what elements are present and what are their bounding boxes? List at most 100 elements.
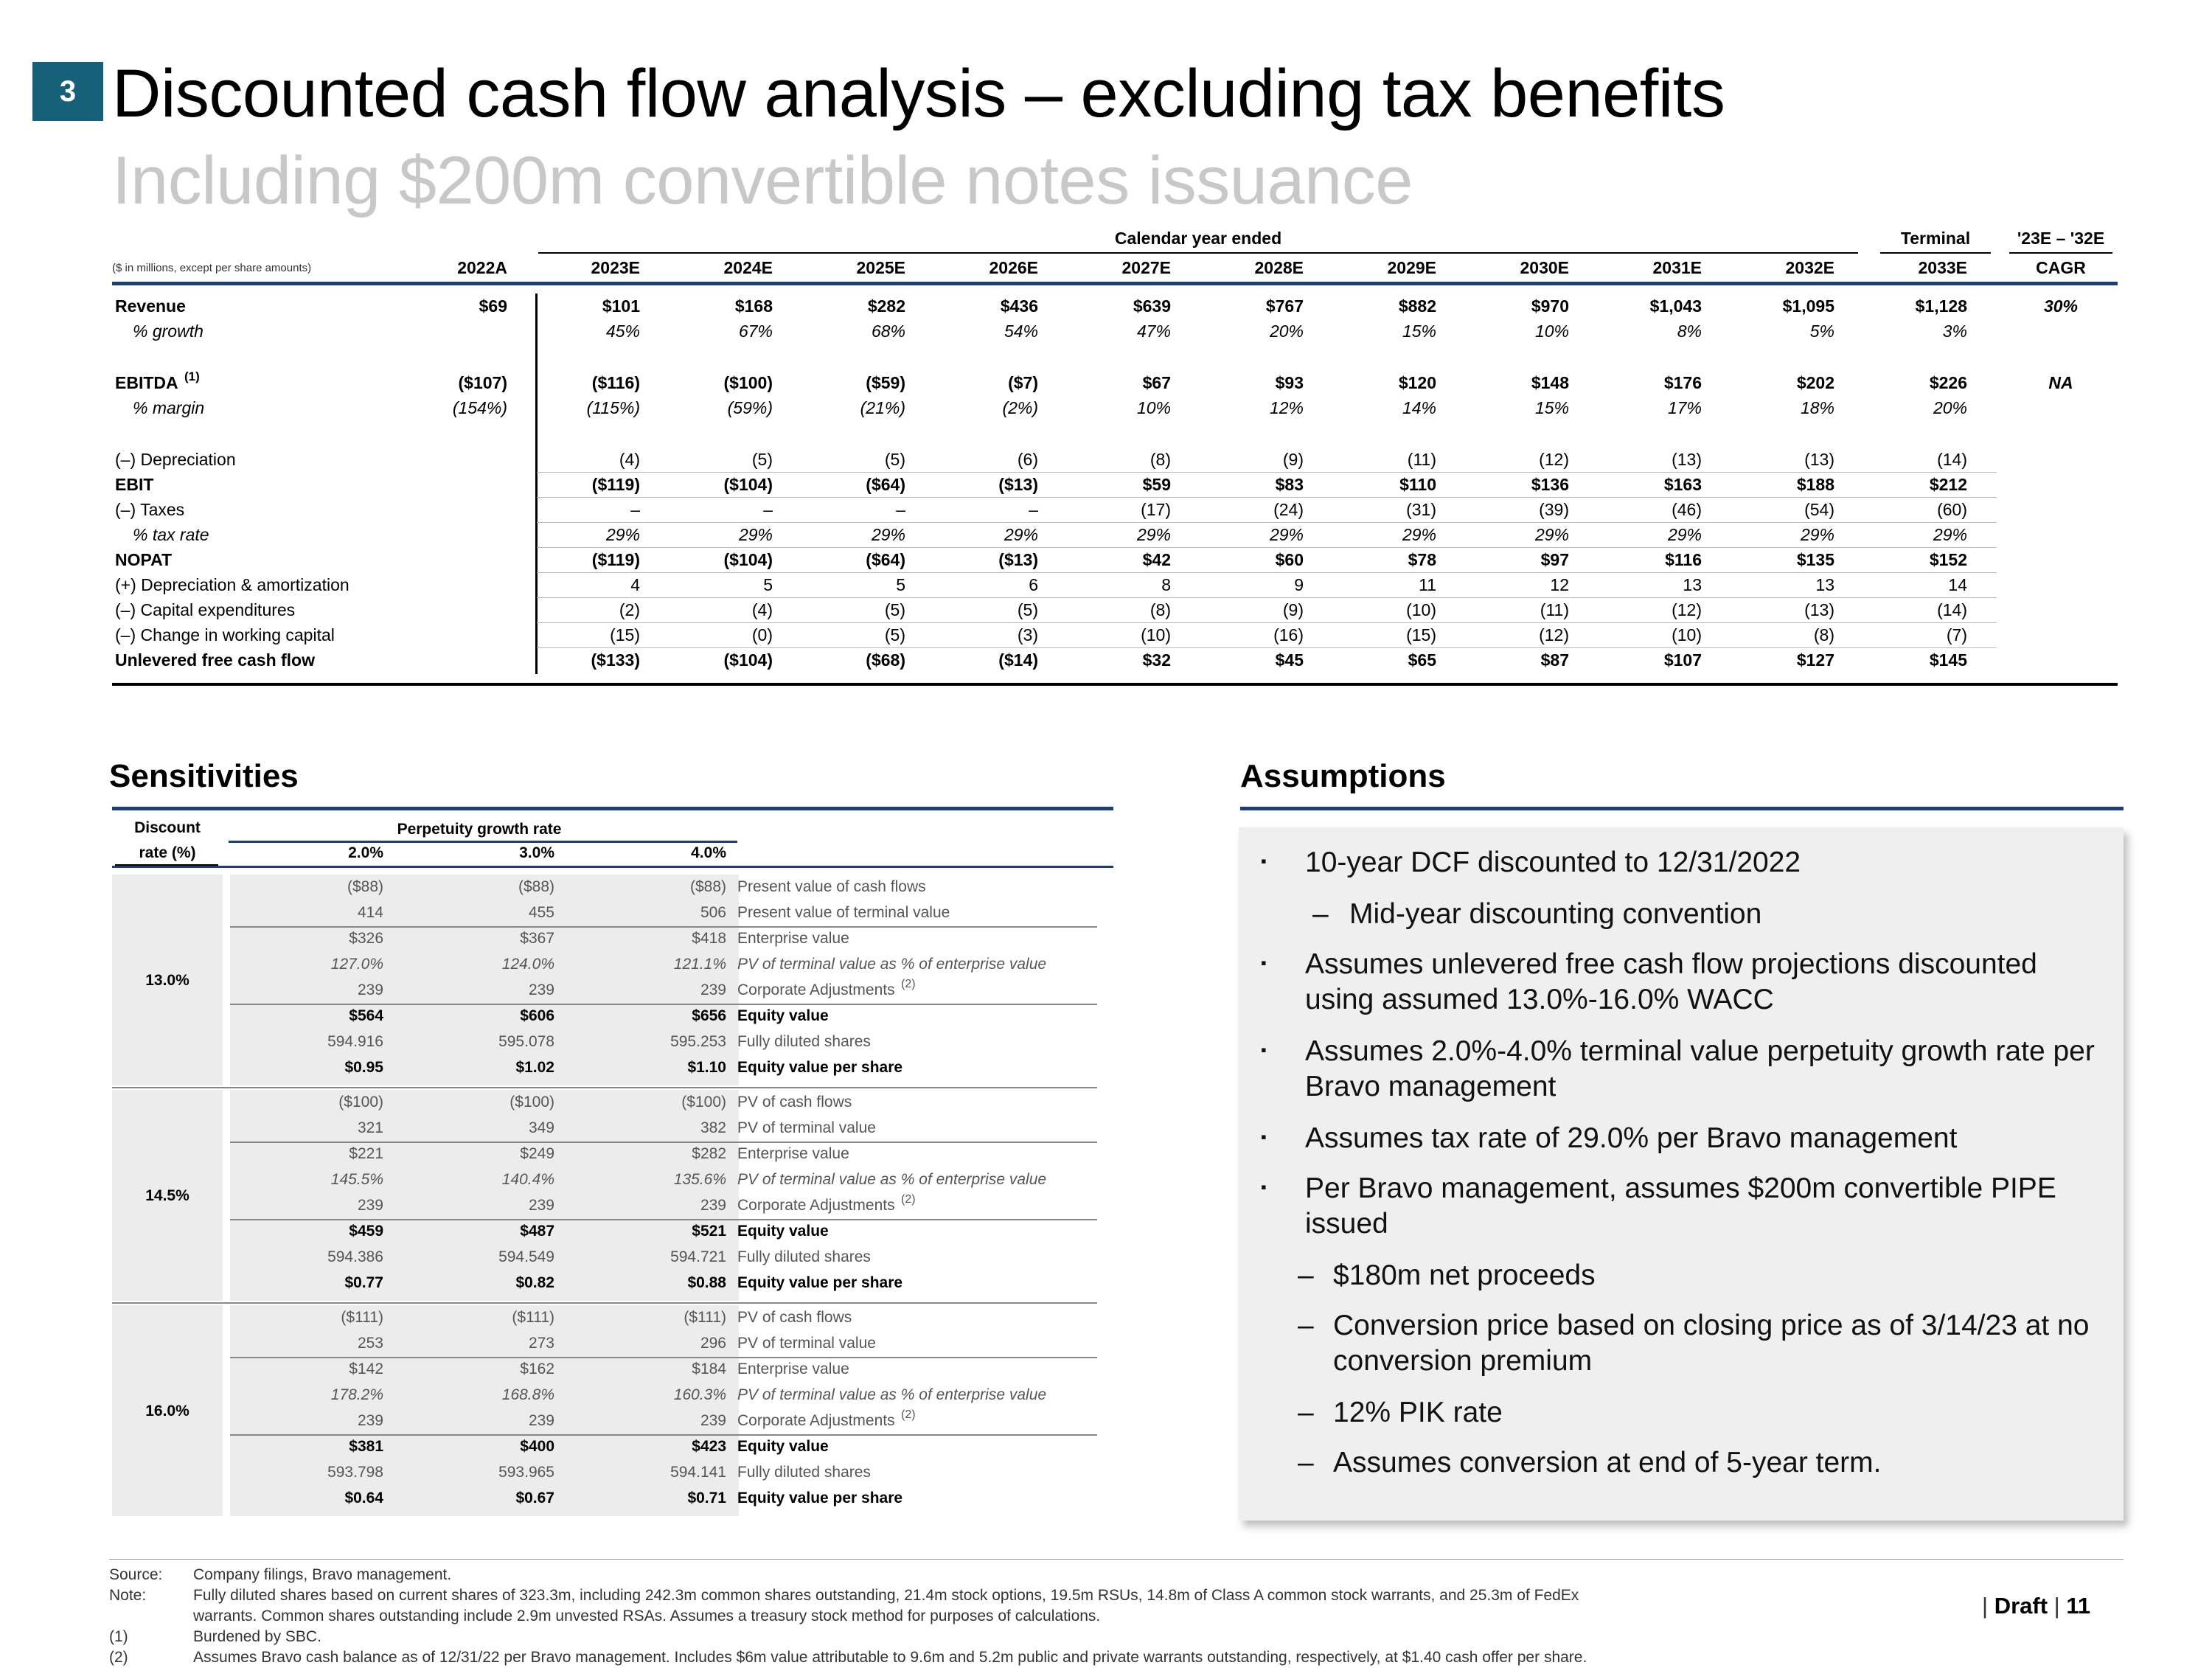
row-value: 29%	[1534, 525, 1569, 544]
row-value: 13	[1815, 575, 1834, 594]
row-value: ($133)	[591, 650, 640, 670]
row-value: (54)	[1804, 500, 1834, 519]
row-value: ($104)	[723, 550, 773, 569]
row-value: 17%	[1667, 398, 1702, 417]
sensitivity-value: $282	[692, 1145, 726, 1162]
assumptions-heading: Assumptions	[1240, 758, 1446, 794]
sensitivity-value: $0.88	[687, 1274, 726, 1291]
row-value: $145	[1929, 650, 1967, 670]
row-value: 10%	[1136, 398, 1171, 417]
sensitivity-value: $0.67	[515, 1490, 554, 1507]
sensitivity-value: $0.82	[515, 1274, 554, 1291]
sensitivity-row-label: Corporate Adjustments	[737, 1412, 895, 1429]
sensitivity-row-label: PV of cash flows	[737, 1309, 852, 1326]
sensitivity-value: 239	[357, 1412, 383, 1429]
assumption-item-7: – $180m net proceeds	[1298, 1258, 2109, 1293]
row-value: (7)	[1946, 625, 1967, 644]
row-value: (16)	[1273, 625, 1304, 644]
year-header-2031E: 2031E	[1652, 258, 1702, 277]
row-value: (15)	[610, 625, 640, 644]
row-value: $65	[1408, 650, 1436, 670]
sensitivity-value: 160.3%	[673, 1386, 726, 1403]
assumption-text: $180m net proceeds	[1333, 1259, 1596, 1291]
sensitivity-value: ($88)	[518, 878, 554, 895]
row-separator	[537, 547, 1997, 548]
table-bottom-rule	[112, 683, 2118, 686]
row-value: 6	[1029, 575, 1038, 594]
discount-rate-cell	[112, 875, 223, 1085]
sensitivity-row-label: Equity value	[737, 1438, 829, 1455]
sensitivity-value: 135.6%	[673, 1171, 726, 1188]
footnote-text: Company filings, Bravo management.	[193, 1566, 452, 1583]
row-value: $639	[1133, 296, 1171, 316]
row-value: (6)	[1017, 450, 1038, 469]
calendar-year-label: Calendar year ended	[1114, 229, 1282, 248]
page-number: 11	[2066, 1593, 2091, 1619]
header-rule	[112, 282, 2118, 285]
sensitivity-value: 239	[357, 981, 383, 998]
row-value: (11)	[1407, 450, 1436, 469]
bullet-marker: ▪	[1261, 1040, 1267, 1059]
footnote-text: warrants. Common shares outstanding incl…	[193, 1608, 1101, 1624]
row-value: $59	[1142, 475, 1171, 494]
row-value: $163	[1663, 475, 1702, 494]
sensitivity-value: 594.916	[327, 1033, 383, 1050]
row-value: 68%	[871, 322, 905, 341]
row-value: ($68)	[866, 650, 905, 670]
sensitivity-value: $0.71	[687, 1490, 726, 1507]
row-value: 5	[896, 575, 905, 594]
sensitivity-value: $400	[520, 1438, 554, 1455]
row-separator	[537, 622, 1997, 623]
row-value: $148	[1531, 373, 1569, 392]
assumption-text: 12% PIK rate	[1333, 1397, 1503, 1428]
growth-rate-label: Perpetuity growth rate	[397, 821, 562, 838]
footnote-text: Fully diluted shares based on current sh…	[193, 1587, 1579, 1604]
row-value: ($64)	[866, 475, 905, 494]
row-value: (154%)	[452, 398, 507, 417]
row-label: % tax rate	[133, 525, 209, 544]
sensitivity-value: 594.141	[670, 1464, 726, 1481]
sensitivity-row-label: Fully diluted shares	[737, 1248, 871, 1265]
section-number-badge: 3	[32, 62, 103, 121]
assumption-text: 10-year DCF discounted to 12/31/2022	[1305, 847, 1801, 878]
row-value: ($7)	[1008, 373, 1038, 392]
sensitivity-value: 253	[357, 1335, 383, 1352]
row-value: 47%	[1136, 322, 1171, 341]
discount-rate-cell	[112, 1090, 223, 1301]
row-value: $767	[1265, 296, 1304, 316]
row-value: $107	[1663, 650, 1702, 670]
row-value: ($59)	[866, 373, 905, 392]
sensitivity-row-label: Equity value	[737, 1223, 829, 1240]
sensitivity-value: $418	[692, 930, 726, 947]
row-label: (+) Depreciation & amortization	[115, 575, 349, 594]
cagr-value: NA	[2048, 373, 2073, 392]
row-value: (8)	[1150, 450, 1171, 469]
growth-rate-1: 3.0%	[519, 844, 554, 861]
discount-rate-value: 14.5%	[145, 1187, 189, 1204]
year-header-2030E: 2030E	[1520, 258, 1569, 277]
row-value: 18%	[1800, 398, 1834, 417]
sensitivity-value: 273	[528, 1335, 554, 1352]
sensitivity-row-label: Present value of cash flows	[737, 878, 926, 895]
assumption-text: Per Bravo management, assumes $200m conv…	[1305, 1172, 2056, 1240]
row-value: ($64)	[866, 550, 905, 569]
row-value: $69	[479, 296, 507, 316]
row-label: (–) Capital expenditures	[115, 600, 296, 619]
row-value: (14)	[1937, 600, 1967, 619]
row-label: EBITDA	[115, 373, 178, 392]
sensitivity-value: $367	[520, 930, 554, 947]
assumption-item-5: ▪ Assumes tax rate of 29.0% per Bravo man…	[1261, 1121, 2109, 1156]
row-label: % growth	[133, 322, 204, 341]
discount-rate-label: rate (%)	[139, 844, 196, 861]
discount-label: Discount	[134, 819, 201, 836]
footnote-key: Note:	[109, 1587, 147, 1604]
bullet-marker: ▪	[1261, 852, 1267, 870]
adjustments-footnote-marker: (2)	[901, 1408, 916, 1421]
sensitivity-row-label: Equity value per share	[737, 1274, 903, 1291]
row-value: (8)	[1150, 600, 1171, 619]
row-label: (–) Depreciation	[115, 450, 236, 469]
row-label: Revenue	[115, 296, 186, 316]
row-separator	[537, 597, 1997, 598]
discount-rate-cell	[112, 1305, 223, 1516]
footnote-key: (1)	[109, 1628, 128, 1645]
